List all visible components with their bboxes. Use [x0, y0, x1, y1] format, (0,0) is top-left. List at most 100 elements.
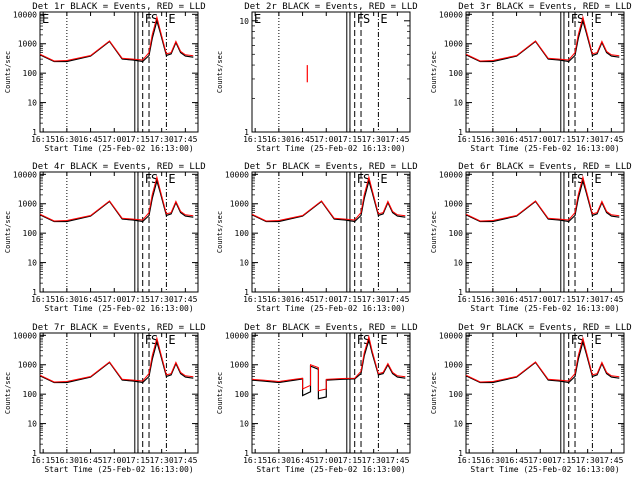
x-tick-label: 17:00	[102, 135, 126, 144]
plot-frame	[465, 171, 625, 293]
x-tick-label: 17:30	[576, 295, 600, 304]
x-tick-label: 16:45	[505, 295, 529, 304]
series-lld-red	[251, 175, 406, 222]
x-tick-label: 17:15	[338, 456, 362, 465]
event-marker-label: S	[363, 12, 370, 26]
y-tick-label: 100	[23, 69, 38, 78]
panel-title: Det 5r BLACK = Events, RED = LLD	[244, 162, 417, 172]
x-tick-label: 17:45	[599, 295, 623, 304]
x-tick-label: 17:45	[599, 456, 623, 465]
event-marker-label: S	[577, 12, 584, 26]
x-tick-label: 16:30	[55, 135, 79, 144]
plot-frame	[39, 171, 199, 293]
y-tick-label: 1000	[444, 200, 463, 209]
x-tick-label: 17:30	[150, 295, 174, 304]
event-marker-label: E	[380, 172, 387, 186]
x-tick-label: 17:30	[150, 135, 174, 144]
plot-frame	[39, 11, 199, 133]
y-tick-label: 100	[449, 229, 464, 238]
y-tick-label: 10000	[225, 331, 249, 340]
x-tick-label: 17:00	[102, 456, 126, 465]
y-tick-label: 1	[244, 449, 249, 458]
x-tick-label: 16:30	[481, 135, 505, 144]
y-tick-label: 10000	[13, 10, 37, 19]
y-tick-label: 1	[244, 288, 249, 297]
panel-title: Det 7r BLACK = Events, RED = LLD	[32, 323, 205, 333]
y-tick-label: 100	[235, 390, 250, 399]
panel-title: Det 9r BLACK = Events, RED = LLD	[458, 323, 631, 333]
x-tick-label: 17:45	[173, 456, 197, 465]
event-marker-label: E	[594, 172, 601, 186]
event-marker-label: F	[145, 333, 152, 347]
y-tick-label: 1000	[18, 200, 37, 209]
event-marker-label: F	[357, 172, 364, 186]
panel-title: Det 2r BLACK = Events, RED = LLD	[244, 2, 417, 12]
x-tick-label: 17:15	[338, 135, 362, 144]
event-marker-label: S	[577, 172, 584, 186]
x-tick-label: 16:15	[31, 456, 55, 465]
x-tick-label: 17:45	[173, 295, 197, 304]
panel-title: Det 8r BLACK = Events, RED = LLD	[244, 323, 417, 333]
x-tick-label: 17:45	[385, 135, 409, 144]
event-marker-label: S	[151, 12, 158, 26]
y-tick-label: 10000	[225, 170, 249, 179]
event-marker-label: S	[363, 172, 370, 186]
series-lld-red	[39, 15, 194, 62]
y-tick-label: 100	[235, 229, 250, 238]
x-tick-label: 17:00	[528, 295, 552, 304]
x-axis-label: Start Time (25-Feb-02 16:13:00)	[256, 304, 405, 313]
series-events-black	[39, 178, 194, 223]
event-marker-label: S	[577, 333, 584, 347]
x-tick-label: 17:30	[362, 295, 386, 304]
x-tick-label: 17:45	[385, 295, 409, 304]
event-marker-label: F	[571, 12, 578, 26]
y-axis-label: Counts/sec	[216, 372, 224, 414]
x-tick-label: 16:30	[481, 295, 505, 304]
y-tick-label: 1	[458, 449, 463, 458]
x-tick-label: 16:30	[267, 456, 291, 465]
event-marker-label: F	[571, 333, 578, 347]
x-tick-label: 17:30	[150, 456, 174, 465]
series-lld-red	[465, 336, 620, 383]
series-events-black	[251, 178, 406, 223]
y-tick-label: 1	[32, 449, 37, 458]
series-events-black	[465, 339, 620, 384]
y-axis-label: Counts/sec	[430, 211, 438, 253]
y-tick-label: 10000	[13, 170, 37, 179]
x-tick-label: 16:15	[457, 295, 481, 304]
series-lld-red	[465, 175, 620, 222]
x-tick-label: 17:15	[338, 295, 362, 304]
x-tick-label: 16:45	[505, 135, 529, 144]
series-lld-red	[251, 334, 406, 392]
x-tick-label: 16:15	[243, 456, 267, 465]
y-tick-label: 10	[453, 420, 463, 429]
y-tick-label: 10	[27, 99, 37, 108]
series-events-black	[465, 18, 620, 63]
x-tick-label: 17:45	[599, 135, 623, 144]
y-tick-label: 1	[458, 288, 463, 297]
x-tick-label: 17:15	[552, 135, 576, 144]
y-tick-label: 10	[453, 99, 463, 108]
event-marker-label: E	[254, 12, 261, 26]
x-tick-label: 17:15	[552, 295, 576, 304]
y-axis-label: Counts/sec	[4, 211, 12, 253]
x-tick-label: 16:45	[291, 295, 315, 304]
y-axis-label: Counts/sec	[430, 51, 438, 93]
y-tick-label: 1000	[230, 200, 249, 209]
x-tick-label: 16:15	[243, 135, 267, 144]
event-marker-label: F	[145, 172, 152, 186]
x-axis-label: Start Time (25-Feb-02 16:13:00)	[470, 465, 619, 474]
y-tick-label: 1	[32, 128, 37, 137]
x-tick-label: 17:00	[314, 135, 338, 144]
event-marker-label: E	[380, 12, 387, 26]
x-tick-label: 17:45	[385, 456, 409, 465]
y-tick-label: 100	[449, 69, 464, 78]
x-tick-label: 17:15	[126, 135, 150, 144]
y-tick-label: 10000	[439, 331, 463, 340]
x-tick-label: 17:00	[528, 135, 552, 144]
x-tick-label: 16:45	[291, 135, 315, 144]
y-tick-label: 10	[27, 420, 37, 429]
